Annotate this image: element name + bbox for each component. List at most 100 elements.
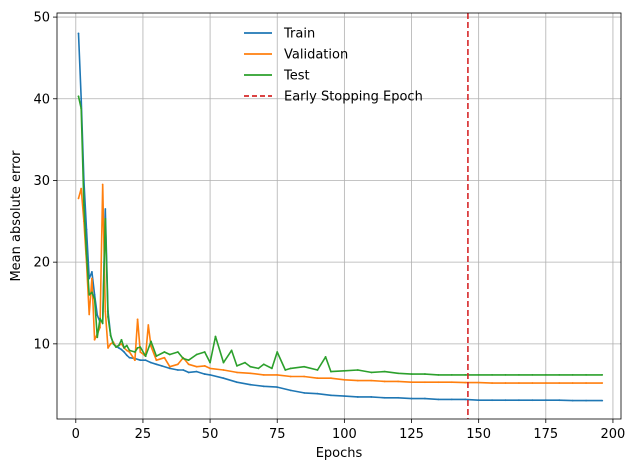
data-point-validation [163, 356, 166, 359]
data-point-validation [80, 187, 83, 190]
legend-item-train: Train [244, 27, 315, 42]
data-point-validation [101, 183, 104, 186]
x-tick-label: 75 [269, 427, 286, 442]
data-point-validation [209, 367, 211, 370]
data-point-test [284, 369, 287, 371]
data-point-train [531, 399, 534, 402]
data-point-validation [139, 351, 142, 353]
data-point-test [85, 253, 88, 255]
data-point-validation [410, 381, 413, 384]
data-point-train [504, 399, 507, 402]
data-point-validation [155, 359, 158, 362]
data-point-test [316, 369, 319, 371]
x-tick-label: 200 [601, 427, 626, 442]
data-point-test [120, 338, 123, 341]
x-tick-label: 150 [466, 427, 491, 442]
data-point-test [330, 370, 332, 373]
data-point-validation [571, 382, 574, 384]
data-point-validation [316, 377, 319, 380]
data-point-validation [518, 382, 520, 384]
data-point-train [187, 371, 190, 374]
data-point-validation [289, 375, 292, 378]
y-tick-label: 30 [33, 174, 50, 189]
data-point-train [571, 399, 574, 402]
data-point-train [96, 314, 99, 317]
data-point-test [168, 353, 171, 356]
data-point-test [214, 335, 217, 338]
legend-label: Train [283, 27, 315, 42]
x-tick-label: 100 [332, 427, 357, 442]
data-point-test [91, 291, 93, 294]
data-point-test [117, 344, 120, 347]
data-point-train [182, 369, 185, 371]
data-point-test [93, 298, 96, 300]
data-point-validation [330, 377, 332, 380]
data-point-validation [383, 380, 386, 383]
data-point-test [397, 372, 399, 375]
data-point-train [491, 399, 493, 402]
data-point-validation [477, 381, 480, 384]
data-point-test [104, 217, 107, 220]
data-point-validation [464, 381, 467, 384]
data-point-validation [88, 313, 91, 316]
series-line-train [77, 33, 603, 402]
data-point-validation [558, 382, 561, 384]
data-point-test [136, 347, 139, 349]
data-point-validation [128, 351, 131, 353]
data-point-test [80, 107, 83, 110]
tick-layer: 0 25 50 75 100 125 150 175 200 10 20 30 40 50 [33, 11, 625, 442]
data-point-test [82, 204, 85, 206]
data-point-train [601, 399, 604, 402]
data-point-validation [222, 369, 225, 371]
y-axis-label: Mean absolute error [9, 150, 24, 282]
data-point-test [276, 351, 279, 353]
data-point-validation [424, 381, 426, 384]
data-point-validation [104, 310, 107, 313]
x-axis-label: Epochs [316, 446, 363, 461]
data-point-train [209, 373, 211, 376]
legend-item-test: Test [244, 69, 310, 84]
data-point-train [203, 373, 206, 375]
data-point-train [262, 385, 265, 388]
data-point-test [176, 351, 179, 353]
data-point-train [316, 392, 319, 395]
data-point-test [96, 336, 99, 339]
data-point-train [330, 394, 332, 397]
data-point-train [77, 32, 80, 35]
data-point-validation [150, 345, 152, 348]
data-point-validation [450, 381, 453, 384]
data-point-validation [531, 382, 534, 384]
data-point-test [155, 355, 158, 357]
data-point-train [518, 399, 520, 402]
legend-label: Test [283, 69, 310, 84]
data-point-train [544, 399, 547, 402]
data-point-test [209, 361, 211, 364]
y-tick-label: 50 [33, 11, 50, 26]
data-point-validation [147, 324, 150, 326]
series-line-validation [77, 183, 603, 384]
y-tick-label: 20 [33, 256, 50, 271]
legend-label: Early Stopping Epoch [284, 90, 423, 105]
data-point-test [150, 340, 152, 343]
data-point-validation [168, 365, 171, 368]
data-point-test [257, 367, 260, 370]
data-point-validation [203, 365, 206, 367]
data-point-test [249, 365, 252, 368]
data-point-test [601, 373, 604, 376]
data-point-test [289, 367, 292, 370]
y-tick-label: 10 [33, 337, 50, 352]
data-point-train [410, 397, 413, 400]
data-point-train [276, 386, 279, 389]
data-point-train [128, 356, 131, 359]
data-point-test [125, 344, 128, 347]
data-point-validation [176, 363, 179, 366]
data-point-test [123, 347, 126, 349]
data-point-validation [276, 373, 279, 376]
data-point-test [531, 373, 534, 376]
data-point-test [115, 346, 117, 349]
y-tick-label: 40 [33, 92, 50, 107]
data-point-test [477, 373, 480, 376]
data-point-test [464, 373, 467, 376]
data-point-train [104, 208, 107, 210]
data-point-train [236, 381, 238, 384]
